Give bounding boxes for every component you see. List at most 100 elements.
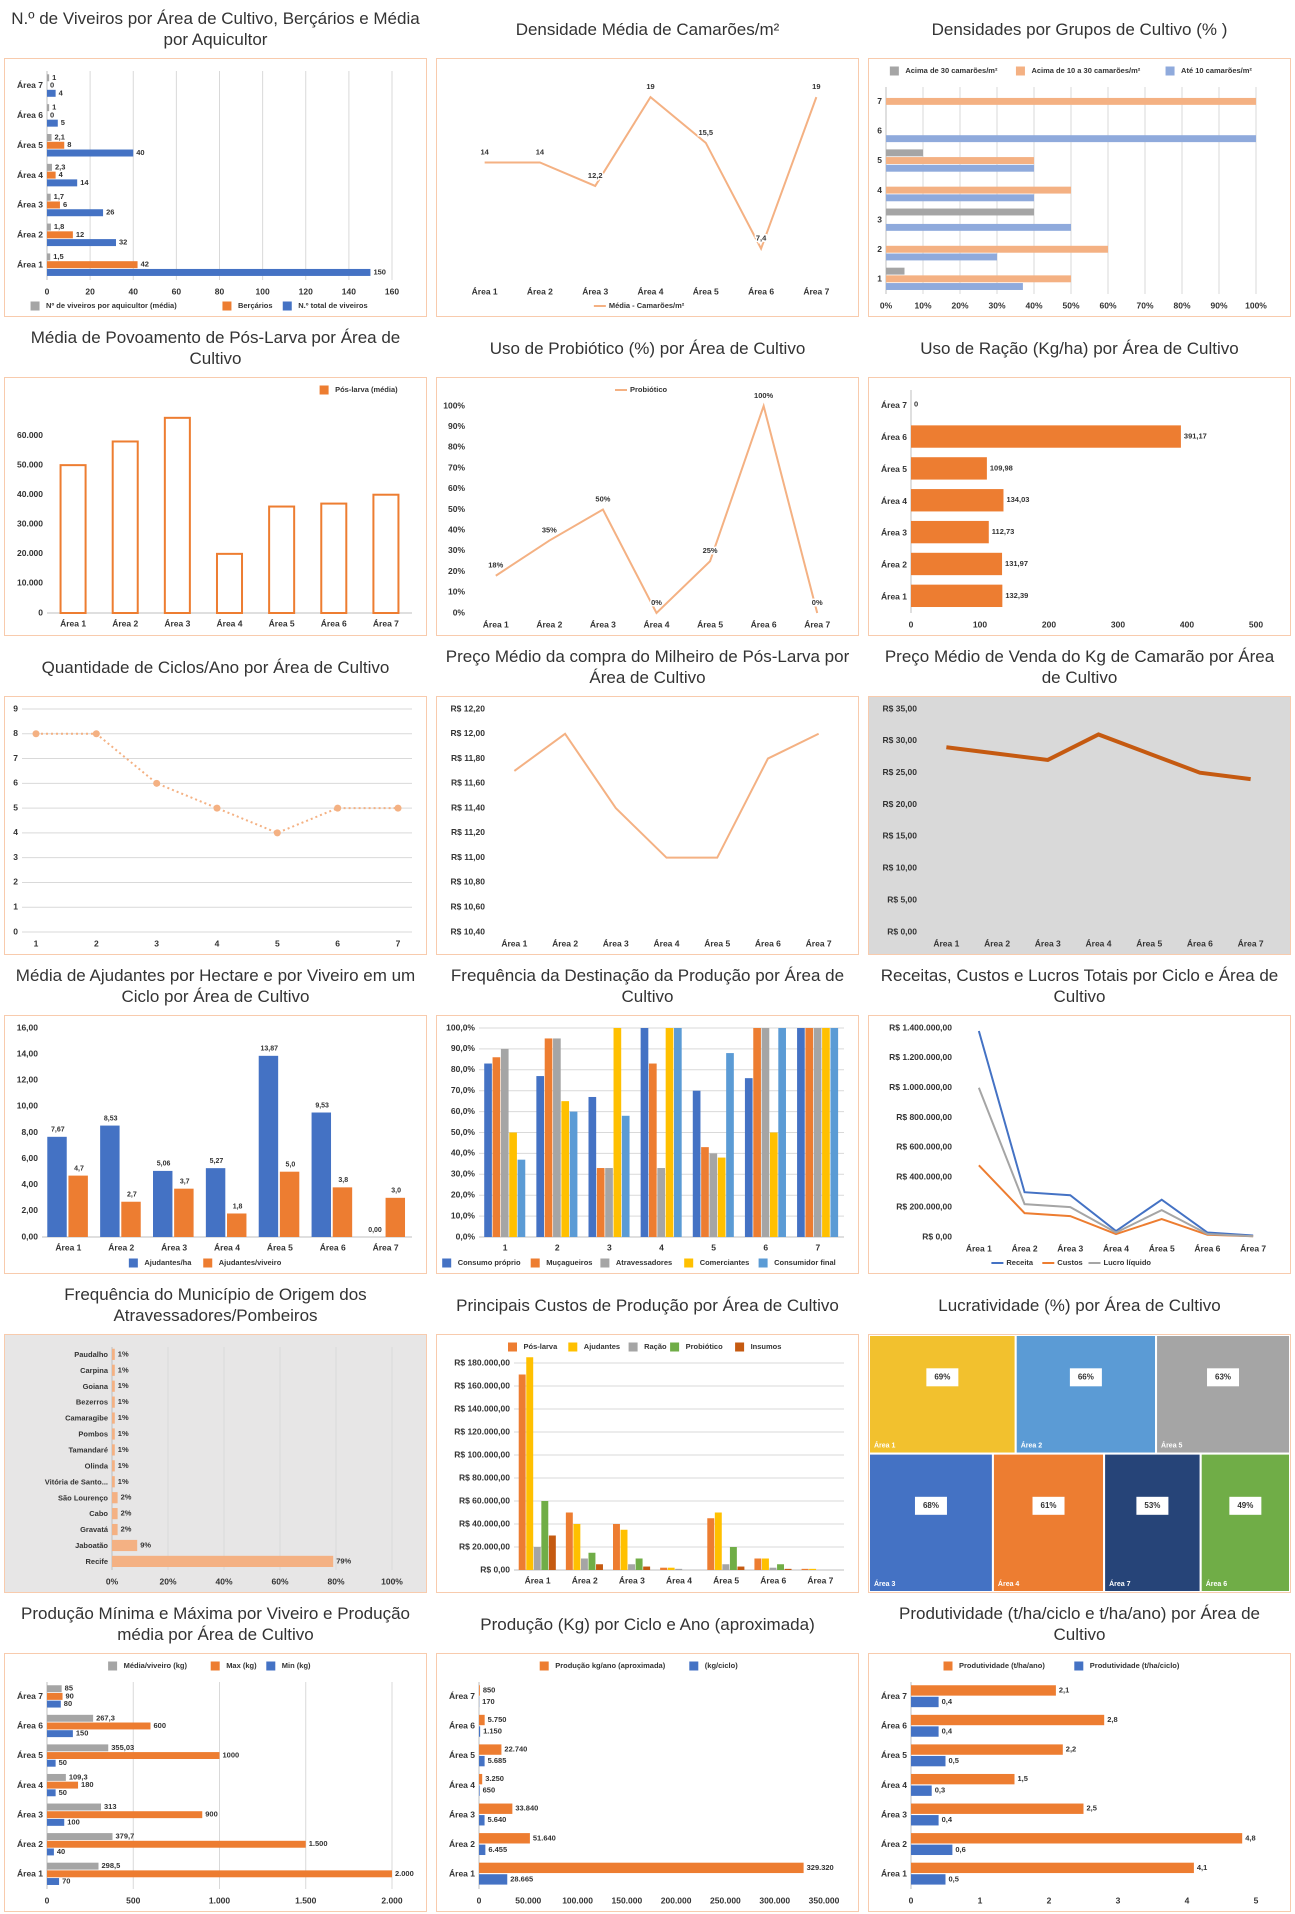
treemap-cell: [1155, 1335, 1290, 1455]
bar: [886, 283, 1023, 290]
y-tick-label: R$ 30,00: [883, 735, 918, 745]
bar: [621, 1115, 630, 1237]
legend-swatch: [319, 385, 329, 395]
y-tick-label: 1: [13, 901, 18, 911]
y-tick-label: R$ 20.000,00: [459, 1541, 510, 1551]
bar: [47, 89, 56, 97]
bar: [385, 1197, 406, 1237]
y-tick-label: Área 1: [17, 1868, 43, 1878]
y-tick-label: 50.000: [17, 459, 43, 469]
bar: [911, 457, 987, 480]
bar: [112, 1460, 115, 1472]
legend-swatch: [628, 1342, 638, 1352]
x-tick-label: Área 4: [214, 1242, 240, 1252]
y-tick-label: 0,00: [21, 1231, 38, 1241]
y-tick-label: Área 6: [449, 1721, 475, 1731]
bar: [47, 1878, 60, 1885]
y-tick-label: Área 1: [881, 1868, 907, 1878]
data-label: 109,98: [990, 463, 1013, 472]
x-tick-label: 2: [555, 1242, 560, 1252]
bar: [667, 1567, 675, 1570]
y-tick-label: 16,00: [17, 1022, 39, 1032]
y-tick-label: Área 5: [17, 140, 43, 150]
data-label: 2,8: [1107, 1715, 1117, 1724]
bar: [620, 1529, 628, 1570]
bar: [479, 1785, 480, 1796]
bar: [729, 1547, 737, 1570]
bar: [628, 1564, 636, 1570]
data-label: 100: [67, 1817, 80, 1826]
y-tick-label: Área 3: [881, 1809, 907, 1819]
bar: [47, 1818, 65, 1826]
bar: [911, 1815, 939, 1826]
legend-swatch: [508, 1342, 517, 1352]
bar: [479, 1874, 508, 1885]
legend-swatch: [30, 301, 40, 311]
legend-label: Pós-larva: [524, 1342, 559, 1351]
plot-background: [5, 1335, 426, 1592]
x-tick-label: 30%: [988, 300, 1005, 310]
bar: [665, 1028, 674, 1237]
bar: [59, 464, 87, 615]
y-tick-label: Área 7: [881, 1691, 907, 1701]
bar: [737, 1566, 745, 1570]
legend-label: Produtividade (t/ha/ciclo): [1090, 1661, 1180, 1670]
x-tick-label: Área 1: [525, 1575, 551, 1585]
chart: 0,00 2,00 4,00 6,00 8,00 10,00 12,00 14,00 16,00…: [4, 1015, 427, 1274]
data-label: 70: [62, 1877, 70, 1886]
x-tick-label: 0: [909, 1895, 914, 1905]
y-tick-label: Área 2: [449, 1839, 475, 1849]
y-tick-label: R$ 100.000,00: [454, 1449, 510, 1459]
legend-label: N.º total de viveiros: [298, 301, 367, 310]
chart-title: Uso de Probiótico (%) por Área de Cultiv…: [489, 338, 806, 358]
y-tick-label: 7: [877, 96, 882, 106]
y-tick-label: 30.000: [17, 519, 43, 529]
y-tick-label: 6: [877, 126, 882, 136]
x-tick-label: Área 5: [693, 286, 719, 296]
data-label: 1,8: [233, 1203, 243, 1210]
y-tick-label: 90%: [448, 421, 465, 431]
y-tick-label: R$ 11,80: [451, 753, 485, 763]
chart-panel: Preço Médio de Venda do Kg de Camarão po…: [864, 638, 1295, 957]
x-tick-label: 300.000: [759, 1895, 790, 1905]
bar: [492, 1057, 501, 1237]
y-tick-label: R$ 1.400.000,00: [889, 1022, 952, 1032]
category-label: Área 1: [874, 1440, 896, 1449]
chart-title: Densidade Média de Camarões/m²: [515, 19, 780, 39]
x-tick-label: 40%: [1025, 300, 1042, 310]
x-tick-label: 2.000: [381, 1895, 403, 1905]
data-label: 12,2: [588, 171, 603, 180]
y-tick-label: 6: [13, 778, 18, 788]
y-tick-label: Vitória de Santo...: [45, 1477, 108, 1486]
bar: [886, 149, 923, 157]
legend-swatch: [442, 1258, 452, 1268]
y-tick-label: 2: [13, 877, 18, 887]
legend-swatch: [758, 1258, 768, 1268]
data-label: 132,39: [1005, 591, 1028, 600]
x-tick-label: 70%: [1136, 300, 1153, 310]
bar: [911, 1833, 1243, 1844]
bar: [47, 1789, 56, 1797]
y-tick-label: 2: [877, 244, 882, 254]
chart-panel: Frequência do Município de Origem dos At…: [0, 1276, 431, 1595]
legend-label: Nº de viveiros por aquicultor (média): [46, 301, 177, 310]
legend-swatch: [689, 1661, 699, 1671]
marker: [394, 804, 402, 812]
bar: [112, 1444, 115, 1456]
data-label: 12: [76, 230, 84, 239]
bar: [47, 1730, 73, 1738]
x-tick-label: Área 7: [373, 1242, 399, 1252]
chart-panel: Preço Médio da compra do Milheiro de Pós…: [432, 638, 863, 957]
legend-label: Ajudantes: [584, 1342, 620, 1351]
bar: [112, 1348, 115, 1360]
y-tick-label: Área 1: [881, 591, 907, 601]
y-tick-label: R$ 0,00: [887, 926, 917, 936]
data-label: 0%: [651, 598, 662, 607]
y-tick-label: R$ 11,60: [451, 778, 485, 788]
bar: [784, 1568, 792, 1570]
data-label: 13,87: [261, 1046, 279, 1053]
legend-label: Probiótico: [630, 385, 668, 394]
chart-panel: Produção (Kg) por Ciclo e Ano (aproximad…: [432, 1595, 863, 1914]
legend-swatch: [1074, 1661, 1084, 1671]
bar: [648, 1063, 657, 1237]
